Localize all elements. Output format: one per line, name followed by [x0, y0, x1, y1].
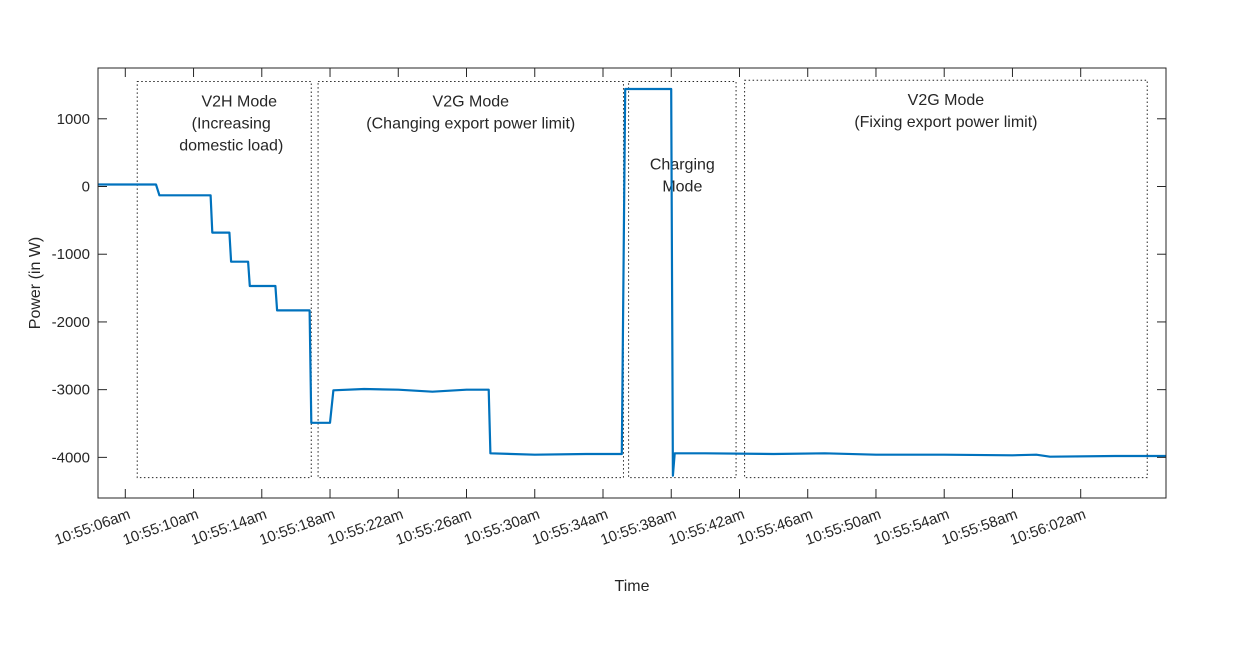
x-tick-label: 10:56:02am: [1008, 506, 1088, 549]
x-tick-label: 10:55:06am: [52, 506, 132, 549]
power-series-line: [98, 87, 1166, 477]
x-tick-label: 10:55:58am: [940, 506, 1020, 549]
x-tick-label: 10:55:38am: [598, 506, 678, 549]
annotation-text: domestic load): [179, 138, 283, 155]
x-axis-label: Time: [615, 578, 650, 595]
y-tick-label: -2000: [52, 314, 90, 331]
plot-frame: [97, 67, 1167, 499]
x-tick-label: 10:55:26am: [394, 506, 474, 549]
y-tick-label: -4000: [52, 449, 90, 466]
x-tick-label: 10:55:42am: [667, 506, 747, 549]
annotation-box: [744, 79, 1148, 479]
x-tick-label: 10:55:30am: [462, 506, 542, 549]
annotation-box: [136, 81, 312, 479]
annotation-text: (Increasing: [192, 116, 271, 133]
x-tick-label: 10:55:50am: [803, 506, 883, 549]
x-tick-label: 10:55:34am: [530, 506, 610, 549]
y-tick-label: -3000: [52, 382, 90, 399]
y-tick-label: -1000: [52, 246, 90, 263]
x-tick-label: 10:55:18am: [257, 506, 337, 549]
annotation-text: (Changing export power limit): [366, 116, 575, 133]
plot-area: [98, 68, 1166, 498]
annotation-box: [628, 81, 737, 479]
annotation-text: (Fixing export power limit): [854, 114, 1037, 131]
annotation-text: V2G Mode: [433, 94, 510, 111]
annotation-text: Charging: [650, 157, 715, 174]
x-tick-label: 10:55:54am: [871, 506, 951, 549]
y-axis-label: Power (in W): [27, 237, 44, 329]
annotation-box: [317, 81, 624, 479]
x-tick-label: 10:55:10am: [121, 506, 201, 549]
y-tick-label: 0: [82, 179, 90, 196]
annotation-text: V2G Mode: [908, 92, 985, 109]
annotation-text: Mode: [662, 179, 702, 196]
x-tick-label: 10:55:14am: [189, 506, 269, 549]
annotation-text: V2H Mode: [201, 94, 277, 111]
series-layer: [98, 87, 1166, 477]
y-tick-label: 1000: [57, 111, 90, 128]
annotation-layer: V2H Mode (Increasing domestic load) V2G Mod…: [136, 79, 1148, 479]
x-tick-label: 10:55:46am: [735, 506, 815, 549]
x-tick-label: 10:55:22am: [325, 506, 405, 549]
